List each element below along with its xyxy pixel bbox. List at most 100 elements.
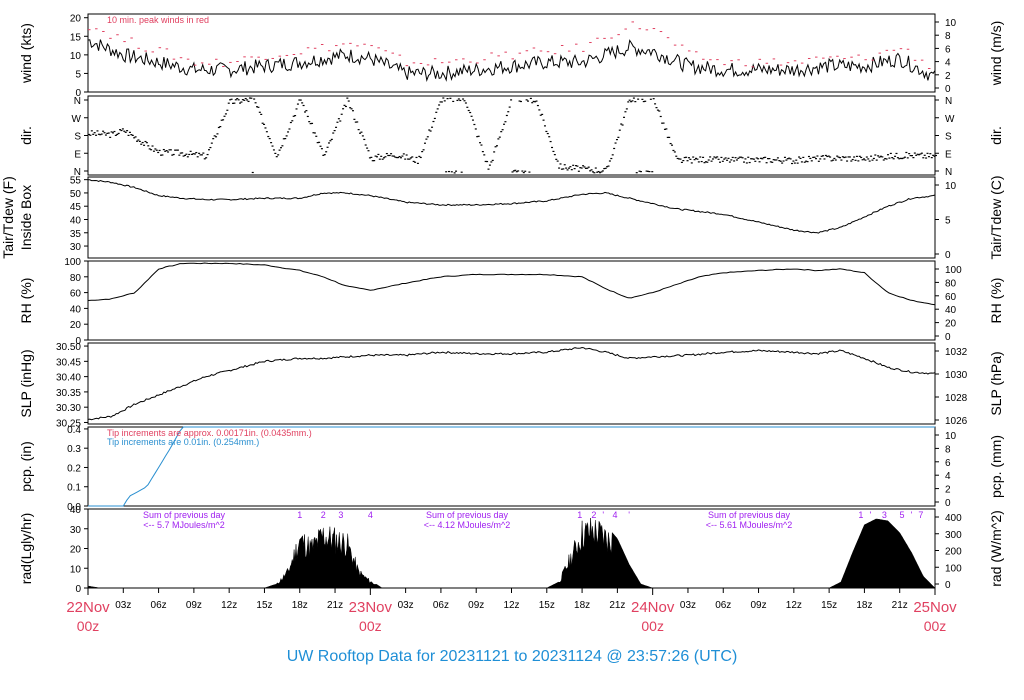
x-day-hour-label: 00z [77,618,100,634]
temp-ytick-right-label: 5 [945,216,951,227]
rad-ytick-label: 40 [70,505,82,516]
slp-panel-frame [87,342,936,425]
dir-tick-label: N [74,167,81,178]
temp-ytick-label: 55 [70,176,82,187]
pcp-ytick-label: 0.2 [67,463,81,474]
wind-ytick-right-label: 6 [945,44,951,55]
rad-hour-marker: 4 [613,510,618,520]
x-day-label: 23Nov [349,599,393,616]
x-tick-label: 12z [503,600,519,611]
temp-ytick-label: 30 [70,242,82,253]
page-title: UW Rooftop Data for 20231121 to 20231124… [286,648,738,665]
rad-ytick-right-label: 100 [945,563,962,574]
rh-panel-frame [87,260,936,341]
wind-ytick-label: 10 [70,51,82,62]
x-tick-label: 06z [433,600,449,611]
temp-series-line [87,179,936,234]
pcp-ytick-right-label: 8 [945,444,951,455]
rad-ylabel-right: rad (W/m^2) [988,510,1004,587]
temp-ytick-label: 40 [70,215,82,226]
rad-daily-sum-value: <-- 4.12 MJoules/m^2 [424,520,511,530]
slp-ytick-right-label: 1028 [945,393,968,404]
rh-series-line [87,262,936,306]
rh-ytick-label: 20 [70,320,82,331]
x-tick-label: 15z [821,600,837,611]
rad-daily-sum-label: Sum of previous day [708,510,791,520]
slp-ytick-label: 30.40 [56,373,81,384]
pcp-ytick-label: 0.3 [67,444,81,455]
rad-hour-marker: 3 [882,510,887,520]
dir-tick-label: E [74,149,81,160]
pcp-series-line [88,426,935,507]
x-tick-label: 15z [539,600,555,611]
wind-ytick-label: 20 [70,14,82,25]
rad-ytick-label: 0 [75,584,81,595]
rh-ytick-right-label: 0 [945,332,951,343]
rad-ytick-right-label: 300 [945,530,962,541]
x-tick-label: 03z [115,600,131,611]
temp-ylabel-right: Tair/Tdew (C) [988,175,1004,259]
pcp-ytick-right-label: 6 [945,458,951,469]
x-tick-label: 03z [398,600,414,611]
x-day-label: 24Nov [631,599,675,616]
x-tick-label: 09z [750,600,766,611]
rad-daily-sum-label: Sum of previous day [143,510,226,520]
x-day-hour-label: 00z [359,618,382,634]
x-tick-label: 21z [609,600,625,611]
wind-series-line [87,39,936,82]
rh-ytick-right-label: 100 [945,265,962,276]
pcp-ytick-right-label: 2 [945,485,951,496]
dir-tick-label: S [74,132,81,143]
wind-ylabel-right: wind (m/s) [988,21,1004,87]
pcp-ylabel-left: pcp. (in) [18,441,34,492]
dir-tick-label: N [945,167,952,178]
x-tick-label: 21z [892,600,908,611]
rh-ytick-label: 100 [64,257,81,268]
rh-ytick-right-label: 20 [945,319,957,330]
rad-daily-sum-value: <-- 5.7 MJoules/m^2 [143,520,225,530]
x-tick-label: 12z [786,600,802,611]
dir-tick-label: W [72,114,82,125]
wind-panel-frame [87,13,936,93]
dir-ylabel-right: dir. [988,126,1004,145]
temp-ylabel-left: Tair/Tdew (F) [0,176,16,258]
dir-ylabel-left: dir. [18,126,34,145]
rad-hour-marker: 1 [858,510,863,520]
pcp-ytick-right-label: 10 [945,431,957,442]
pcp-ytick-label: 0.1 [67,483,81,494]
temp-ytick-right-label: 0 [945,250,951,261]
rad-ytick-label: 30 [70,525,82,536]
wind-ytick-right-label: 8 [945,31,951,42]
slp-ytick-right-label: 1026 [945,416,968,427]
rh-ylabel-left: RH (%) [18,278,34,324]
wind-ytick-right-label: 0 [945,84,951,95]
slp-ytick-label: 30.30 [56,403,81,414]
rad-hour-marker: 1 [577,510,582,520]
rh-ytick-label: 40 [70,304,82,315]
rad-hour-marker: ' [911,510,913,520]
rad-hour-marker: ' [869,510,871,520]
pcp-ytick-label: 0.4 [67,425,81,436]
wind-ytick-label: 5 [75,69,81,80]
rad-ytick-label: 10 [70,564,82,575]
rad-hour-marker: 2 [321,510,326,520]
x-day-label: 25Nov [913,599,957,616]
x-tick-label: 09z [468,600,484,611]
x-tick-label: 18z [574,600,590,611]
x-tick-label: 03z [680,600,696,611]
slp-ytick-label: 30.50 [56,342,81,353]
pcp-ylabel-right: pcp. (mm) [988,435,1004,498]
dir-tick-label: W [945,114,955,125]
pcp-ytick-right-label: 0 [945,498,951,509]
x-tick-label: 18z [856,600,872,611]
rad-ytick-right-label: 200 [945,547,962,558]
rad-hour-marker: 4 [368,510,373,520]
x-tick-label: 15z [256,600,272,611]
rad-hour-marker: ' [602,510,604,520]
pcp-ytick-right-label: 4 [945,471,951,482]
slp-ytick-right-label: 1030 [945,370,968,381]
rad-ytick-right-label: 400 [945,513,962,524]
temp-ytick-label: 35 [70,229,82,240]
wind-ytick-right-label: 10 [945,18,957,29]
